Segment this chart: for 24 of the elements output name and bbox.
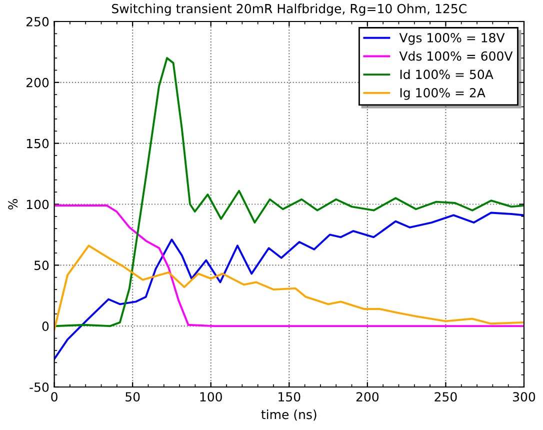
line-series [54,204,524,328]
x-tick-label: 300 [513,392,536,402]
y-axis-title: % [8,199,18,210]
y-tick-label: 0 [42,322,49,332]
x-tick-label: 200 [356,392,379,402]
x-tick-label: 0 [51,392,58,402]
x-tick-label: 50 [126,392,140,402]
x-axis-title: time (ns) [261,410,316,421]
y-tick-label: 250 [26,16,49,26]
x-tick-label: 100 [200,392,222,402]
line-series [54,212,524,360]
y-tick-label: 200 [26,78,49,88]
y-tick-label: 100 [26,200,49,210]
x-tick-label: 150 [278,392,300,402]
x-tick-label: 250 [434,392,457,402]
y-tick-label: 150 [26,138,49,148]
line-series [54,244,524,331]
chart-title: Switching transient 20mR Halfbridge, Rg=10 Ohm, 125C [112,4,466,16]
legend-label: Ig 100% = 2A [400,88,486,100]
legend-label: Id 100% = 50A [400,69,494,80]
y-tick-label: 50 [34,260,49,270]
legend-label: Vds 100% = 600V [399,51,513,61]
legend-label: Vgs 100% = 18V [399,32,505,45]
y-tick-label: -50 [30,382,49,392]
